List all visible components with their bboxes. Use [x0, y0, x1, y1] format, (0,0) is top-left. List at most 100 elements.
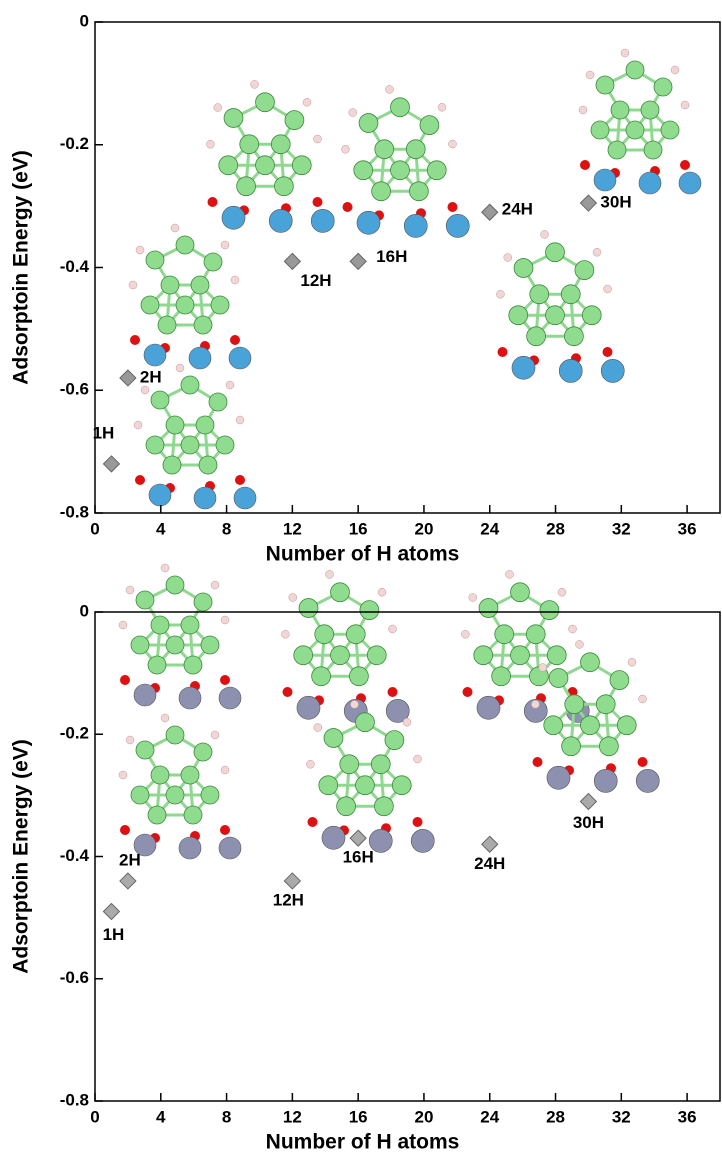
pd-atom	[391, 161, 410, 180]
pd-atom	[176, 236, 194, 254]
h-atom	[306, 760, 314, 768]
pd-atom	[194, 743, 212, 761]
x-tick-label: 16	[349, 1107, 368, 1126]
pd-atom	[608, 141, 626, 159]
pd-atom	[596, 76, 614, 94]
x-tick-label: 12	[283, 519, 302, 538]
pd-atom	[176, 296, 194, 314]
h-atom	[403, 718, 411, 726]
pd-atom	[372, 182, 391, 201]
y-tick-label: -0.4	[60, 846, 90, 865]
x-tick-label: 28	[546, 519, 565, 538]
metal-atom	[297, 696, 320, 719]
pd-atom	[391, 98, 410, 117]
metal-atom	[179, 837, 201, 859]
o-atom	[533, 757, 543, 767]
h-atom	[136, 246, 144, 254]
pd-atom	[201, 636, 219, 654]
x-tick-label: 32	[612, 519, 631, 538]
pd-atom	[356, 776, 375, 795]
metal-atom	[219, 687, 241, 709]
x-tick-label: 20	[414, 1107, 433, 1126]
pd-atom	[166, 726, 184, 744]
point-label: 24H	[502, 200, 533, 219]
pd-atom	[409, 182, 428, 201]
x-tick-label: 12	[283, 1107, 302, 1126]
metal-atom	[559, 359, 582, 382]
h-atom	[171, 224, 179, 232]
o-atom	[283, 687, 293, 697]
data-point	[482, 204, 498, 220]
h-atom	[378, 588, 386, 596]
pd-atom	[509, 306, 528, 325]
pd-atom	[346, 625, 365, 644]
structure-illustration	[281, 570, 409, 722]
h-atom	[231, 276, 239, 284]
pd-atom	[181, 376, 199, 394]
pd-atom	[148, 656, 166, 674]
h-atom	[119, 771, 127, 779]
pd-atom	[530, 285, 549, 304]
o-atom	[603, 347, 613, 357]
point-label: 2H	[140, 367, 162, 386]
h-atom	[506, 570, 514, 578]
x-tick-label: 0	[90, 519, 99, 538]
h-atom	[211, 731, 219, 739]
pd-atom	[546, 243, 565, 262]
h-atom	[281, 630, 289, 638]
pd-atom	[654, 78, 672, 96]
h-atom	[576, 640, 584, 648]
pd-atom	[237, 177, 256, 196]
pd-atom	[371, 755, 390, 774]
pd-atom	[319, 776, 338, 795]
h-atom	[671, 66, 679, 74]
h-atom	[541, 230, 549, 238]
pd-atom	[151, 391, 169, 409]
data-point	[580, 195, 596, 211]
h-atom	[593, 248, 601, 256]
pd-atom	[163, 456, 181, 474]
data-point	[120, 370, 136, 386]
pd-atom	[146, 251, 164, 269]
pd-atom	[374, 797, 393, 816]
pd-atom	[166, 416, 184, 434]
h-atom	[438, 103, 446, 111]
metal-atom	[601, 359, 624, 382]
h-atom	[141, 386, 149, 394]
h-atom	[129, 281, 137, 289]
pd-atom	[194, 316, 212, 334]
metal-atom	[446, 214, 469, 237]
structure-illustration	[129, 224, 251, 369]
metal-atom	[679, 172, 701, 194]
x-tick-label: 20	[414, 519, 433, 538]
h-atom	[221, 241, 229, 249]
metal-atom	[219, 837, 241, 859]
pd-atom	[564, 327, 583, 346]
pd-atom	[181, 616, 199, 634]
pd-atom	[599, 737, 618, 756]
o-atom	[313, 197, 323, 207]
o-atom	[208, 197, 218, 207]
x-axis-title: Number of H atoms	[266, 543, 460, 566]
pd-atom	[511, 646, 530, 665]
pd-atom	[312, 667, 331, 686]
pd-atom	[209, 393, 227, 411]
o-atom	[220, 675, 230, 685]
pd-atom	[256, 156, 275, 175]
pd-atom	[582, 306, 601, 325]
h-atom	[211, 581, 219, 589]
point-label: 30H	[600, 193, 631, 212]
pd-atom	[375, 140, 394, 159]
metal-atom	[636, 769, 659, 792]
o-atom	[343, 202, 353, 212]
h-atom	[639, 695, 647, 703]
pd-atom	[575, 261, 594, 280]
h-atom	[214, 104, 222, 112]
h-atom	[579, 106, 587, 114]
pd-atom	[136, 591, 154, 609]
data-point	[350, 253, 366, 269]
h-atom	[134, 421, 142, 429]
pd-atom	[626, 121, 644, 139]
pd-atom	[146, 436, 164, 454]
h-atom	[289, 594, 297, 602]
